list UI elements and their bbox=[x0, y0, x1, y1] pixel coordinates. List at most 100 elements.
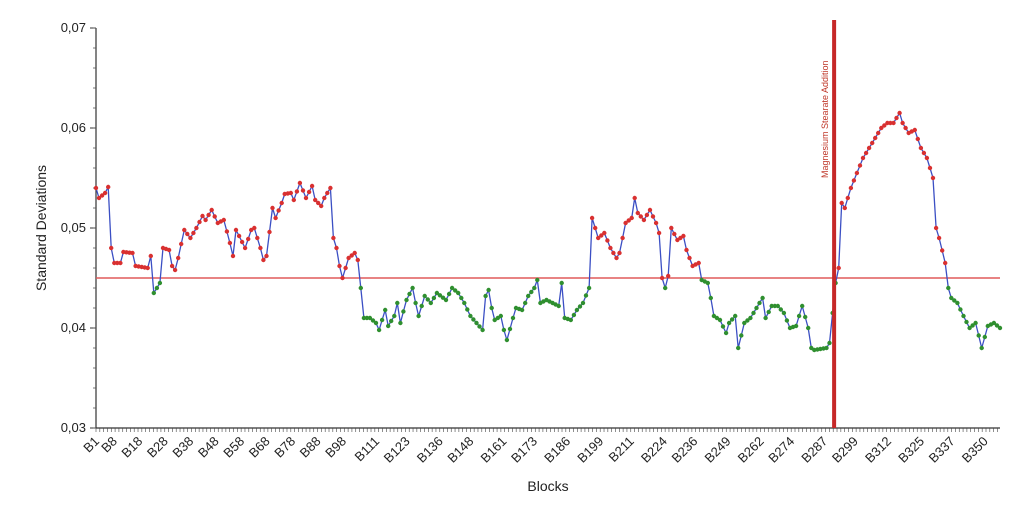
data-point bbox=[221, 217, 226, 223]
data-point bbox=[726, 320, 732, 326]
data-point bbox=[440, 295, 446, 300]
x-tick-label: B325 bbox=[895, 434, 927, 466]
data-point bbox=[294, 189, 300, 194]
data-point bbox=[781, 310, 787, 316]
data-point bbox=[489, 305, 494, 311]
data-point bbox=[940, 248, 945, 253]
data-point bbox=[267, 229, 272, 235]
x-tick-label: B38 bbox=[169, 434, 196, 461]
data-point bbox=[684, 247, 689, 253]
data-point bbox=[309, 183, 315, 189]
data-point bbox=[437, 293, 443, 298]
x-tick-label: B148 bbox=[444, 434, 476, 466]
data-point bbox=[422, 293, 427, 299]
data-point bbox=[723, 330, 729, 336]
event-layer: Magnesium Stearate Addition bbox=[820, 20, 837, 428]
x-tick-label: B299 bbox=[829, 434, 861, 466]
data-point bbox=[982, 334, 987, 340]
y-tick-label: 0,07 bbox=[61, 20, 86, 35]
data-point bbox=[681, 233, 686, 239]
data-point bbox=[836, 265, 841, 271]
data-point bbox=[608, 245, 613, 251]
x-tick-label: B236 bbox=[668, 434, 700, 466]
data-point bbox=[358, 285, 363, 291]
data-point bbox=[200, 213, 205, 219]
data-point bbox=[367, 315, 373, 321]
data-point bbox=[535, 277, 540, 283]
data-point bbox=[641, 217, 647, 223]
data-point bbox=[571, 312, 577, 318]
x-axis-title: Blocks bbox=[527, 478, 568, 494]
data-point bbox=[468, 313, 473, 319]
data-point bbox=[236, 233, 242, 239]
data-point bbox=[459, 295, 464, 301]
data-point bbox=[559, 280, 564, 286]
data-point bbox=[766, 309, 771, 315]
data-point bbox=[839, 200, 844, 206]
data-point bbox=[623, 220, 628, 226]
x-tick-label: B312 bbox=[862, 434, 894, 466]
data-point bbox=[115, 260, 120, 266]
data-point bbox=[176, 255, 181, 261]
data-point bbox=[696, 260, 701, 266]
data-point bbox=[501, 327, 507, 333]
data-point bbox=[644, 212, 650, 218]
x-tick-label: B274 bbox=[765, 434, 797, 466]
data-point bbox=[720, 324, 726, 329]
data-point bbox=[486, 287, 491, 293]
data-point bbox=[870, 140, 875, 146]
data-point bbox=[882, 123, 887, 128]
data-point bbox=[733, 313, 738, 319]
data-point bbox=[453, 288, 458, 293]
x-tick-label: B8 bbox=[98, 434, 120, 456]
data-point bbox=[172, 267, 178, 273]
data-point bbox=[961, 313, 966, 319]
data-point bbox=[148, 253, 153, 259]
data-point bbox=[297, 180, 303, 186]
x-tick-label: B123 bbox=[381, 434, 413, 466]
data-point bbox=[306, 189, 312, 195]
data-point bbox=[169, 263, 175, 269]
data-point bbox=[404, 297, 409, 303]
data-point bbox=[888, 120, 893, 126]
x-tick-label: B18 bbox=[118, 434, 145, 461]
data-point bbox=[958, 307, 963, 312]
data-point bbox=[194, 225, 199, 231]
data-point bbox=[778, 307, 783, 312]
data-point bbox=[970, 323, 975, 328]
data-point bbox=[276, 208, 281, 213]
x-tick-label: B136 bbox=[414, 434, 446, 466]
data-point bbox=[230, 253, 236, 259]
x-tick-label: B186 bbox=[541, 434, 573, 466]
data-point bbox=[407, 291, 412, 297]
data-point bbox=[206, 212, 211, 218]
data-point bbox=[580, 300, 586, 306]
data-point bbox=[751, 310, 756, 316]
data-point bbox=[842, 205, 847, 211]
data-point bbox=[991, 320, 997, 326]
data-point bbox=[166, 247, 172, 253]
data-point bbox=[946, 285, 951, 291]
data-point bbox=[921, 150, 927, 156]
data-point bbox=[303, 195, 309, 201]
x-tick-label: B262 bbox=[735, 434, 767, 466]
data-point bbox=[252, 225, 257, 231]
data-point bbox=[596, 235, 601, 241]
data-point bbox=[936, 235, 942, 241]
data-point bbox=[784, 318, 790, 323]
data-point bbox=[328, 185, 333, 191]
data-point bbox=[242, 245, 248, 251]
data-point bbox=[903, 125, 908, 131]
data-point bbox=[879, 125, 884, 131]
data-point bbox=[827, 340, 832, 346]
x-tick-label: B58 bbox=[220, 434, 247, 461]
data-point bbox=[227, 240, 233, 246]
data-point bbox=[930, 175, 936, 181]
data-point bbox=[179, 241, 184, 247]
x-tick-label: B161 bbox=[477, 434, 509, 466]
data-point bbox=[379, 317, 385, 323]
data-point bbox=[93, 185, 99, 191]
data-point bbox=[672, 231, 677, 237]
